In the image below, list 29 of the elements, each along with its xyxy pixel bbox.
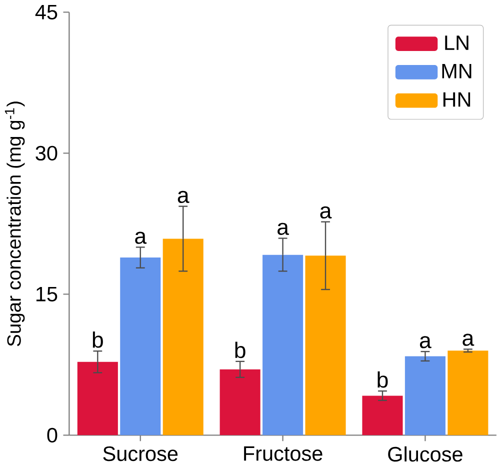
annotation: a [462,334,474,346]
bar [120,258,161,436]
y-tick-label: 0 [47,428,58,443]
bar [162,238,204,436]
annotation: a [178,191,190,204]
annotation: a [135,232,147,244]
bar [220,370,260,436]
y-tick-label: 45 [35,5,58,20]
annotation: b [235,342,246,358]
bar [404,356,446,436]
annotation: a [420,336,432,348]
x-tick-label: Fructose [244,446,322,462]
legend-label: MN [442,64,472,78]
bar [262,254,304,436]
x-tick-label: Glucose [388,446,462,462]
bar [362,396,403,436]
y-axis-title: Sugar concentration (mg g$^{-1}$) [4,102,25,346]
legend-label: HN [443,92,470,107]
bar [448,350,488,436]
annotation: b [378,372,388,388]
annotation: a [278,223,289,236]
annotation: a [320,206,332,219]
annotation: b [92,332,103,348]
y-tick-label: 15 [36,287,58,302]
y-tick-label: 30 [36,146,58,161]
legend-label: LN [445,36,468,50]
bar [77,362,118,436]
bar [305,256,346,436]
x-tick-label: Sucrose [103,446,178,462]
